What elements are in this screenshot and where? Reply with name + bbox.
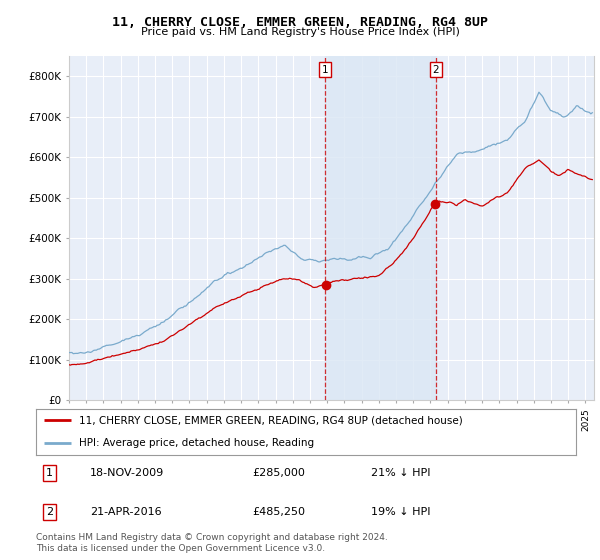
Text: £485,250: £485,250 [252,507,305,517]
Text: Price paid vs. HM Land Registry's House Price Index (HPI): Price paid vs. HM Land Registry's House … [140,27,460,38]
Text: 1: 1 [46,468,53,478]
Text: 19% ↓ HPI: 19% ↓ HPI [371,507,430,517]
Text: 21% ↓ HPI: 21% ↓ HPI [371,468,430,478]
Text: Contains HM Land Registry data © Crown copyright and database right 2024.
This d: Contains HM Land Registry data © Crown c… [36,533,388,553]
Text: 21-APR-2016: 21-APR-2016 [90,507,161,517]
Text: 11, CHERRY CLOSE, EMMER GREEN, READING, RG4 8UP: 11, CHERRY CLOSE, EMMER GREEN, READING, … [112,16,488,29]
Text: 11, CHERRY CLOSE, EMMER GREEN, READING, RG4 8UP (detached house): 11, CHERRY CLOSE, EMMER GREEN, READING, … [79,416,463,425]
Text: £285,000: £285,000 [252,468,305,478]
Text: 2: 2 [433,64,439,74]
Text: 18-NOV-2009: 18-NOV-2009 [90,468,164,478]
Text: 1: 1 [322,64,328,74]
Bar [325,56,436,400]
Text: HPI: Average price, detached house, Reading: HPI: Average price, detached house, Read… [79,438,314,448]
Text: 2: 2 [46,507,53,517]
